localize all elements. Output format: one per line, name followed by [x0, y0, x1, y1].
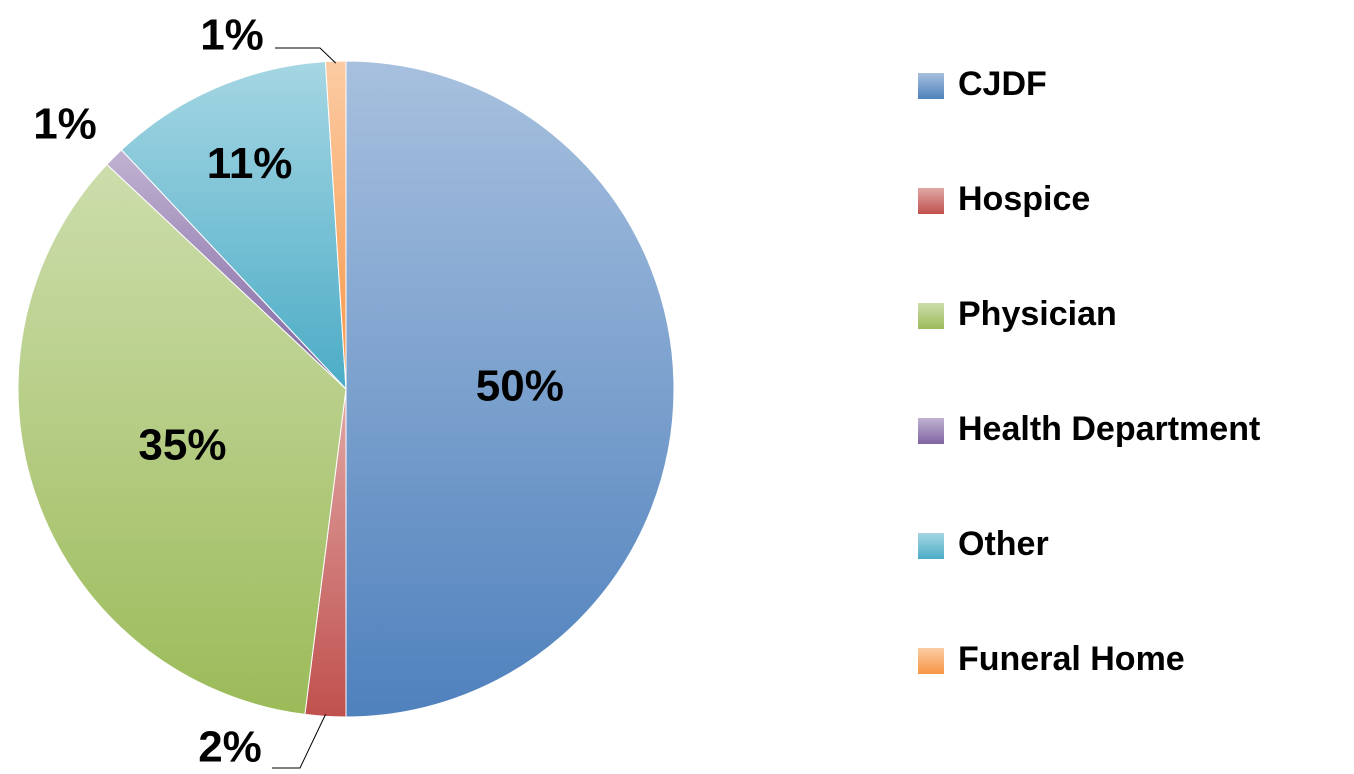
- data-label: 50%: [476, 362, 564, 411]
- legend-label: Health Department: [958, 410, 1260, 448]
- pie-slice: [324, 60, 347, 390]
- legend-label: Hospice: [958, 180, 1090, 218]
- pie-slice: [345, 60, 675, 718]
- data-label: 11%: [207, 139, 293, 188]
- legend-swatch: [918, 303, 944, 329]
- data-label: 2%: [198, 723, 262, 772]
- legend-swatch: [918, 533, 944, 559]
- legend-label: Funeral Home: [958, 640, 1185, 678]
- leader-line: [272, 714, 326, 769]
- data-label: 35%: [138, 421, 226, 470]
- data-label: 1%: [200, 11, 264, 60]
- pie-slice: [120, 61, 347, 391]
- legend-swatch: [918, 418, 944, 444]
- legend-label: Physician: [958, 295, 1117, 333]
- legend-label: Other: [958, 525, 1049, 563]
- leader-line: [275, 47, 337, 64]
- pie-slice: [17, 163, 347, 715]
- data-label: 1%: [33, 100, 97, 149]
- legend-swatch: [918, 648, 944, 674]
- legend-swatch: [918, 188, 944, 214]
- legend-label: CJDF: [958, 65, 1047, 103]
- legend-swatch: [918, 73, 944, 99]
